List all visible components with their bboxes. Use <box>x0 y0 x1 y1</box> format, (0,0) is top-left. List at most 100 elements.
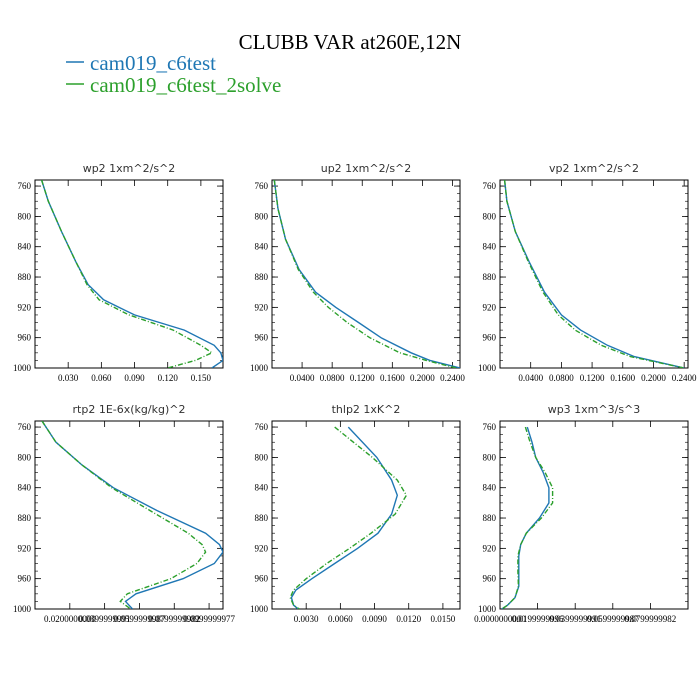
panel-3: vp2 1xm^2/s^2 760 800 840 880 920 960 1000 0.040… <box>478 162 697 383</box>
y-tick-label: 800 <box>255 452 269 462</box>
x-tick-label: 0.1600 <box>380 373 405 383</box>
y-tick-label: 840 <box>255 483 269 493</box>
x-tick-label: 0.0000000000 <box>474 614 526 624</box>
series-line-c6test <box>41 421 223 609</box>
x-tick-label: 0.0150 <box>431 614 456 624</box>
x-tick-label: 0.2000 <box>410 373 435 383</box>
legend-label-2: cam019_c6test_2solve <box>90 73 281 97</box>
panel-5: thlp2 1xK^2 760 800 840 880 920 960 1000 0.0030 0… <box>250 403 461 624</box>
series-line-c6test <box>40 180 223 368</box>
x-tick-label: 0.0599999987 <box>114 614 166 624</box>
plot-frame <box>271 179 461 369</box>
y-tick-label: 920 <box>18 543 32 553</box>
x-tick-label: 0.0999999977 <box>183 614 235 624</box>
series-line-c6test-2solve <box>273 180 457 368</box>
x-tick-label: 0.090 <box>124 373 145 383</box>
series-line-c6test-2solve <box>40 180 214 368</box>
x-tick-label: 0.0799999982 <box>148 614 200 624</box>
x-tick-label: 0.1200 <box>350 373 375 383</box>
x-tick-label: 0.0800 <box>549 373 574 383</box>
panel-title: thlp2 1xK^2 <box>332 403 401 416</box>
y-tick-label: 1000 <box>478 604 497 614</box>
y-tick-label: 760 <box>483 181 497 191</box>
series-line-c6test-2solve <box>503 180 685 368</box>
y-tick-label: 960 <box>18 574 32 584</box>
x-tick-label: 0.0120 <box>396 614 421 624</box>
y-tick-label: 760 <box>483 422 497 432</box>
y-tick-label: 920 <box>255 302 269 312</box>
x-tick-label: 0.0399999991 <box>79 614 131 624</box>
figure-title: CLUBB VAR at260E,12N <box>239 30 462 54</box>
x-tick-label: 0.2400 <box>440 373 465 383</box>
y-tick-label: 1000 <box>250 604 269 614</box>
series-line-c6test <box>273 180 460 368</box>
x-tick-label: 0.0800 <box>320 373 345 383</box>
y-tick-label: 800 <box>483 452 497 462</box>
x-tick-label: 0.0200000000 <box>44 614 96 624</box>
y-tick-label: 840 <box>483 242 497 252</box>
panel-grid: wp2 1xm^2/s^2 760 800 840 880 920 960 1000 0.030… <box>13 162 697 624</box>
plot-frame <box>34 420 224 610</box>
y-tick-label: 880 <box>18 513 32 523</box>
plot-frame <box>499 420 689 610</box>
panel-title: wp3 1xm^3/s^3 <box>548 403 641 416</box>
x-tick-label: 0.1600 <box>610 373 635 383</box>
panel-title: vp2 1xm^2/s^2 <box>549 162 639 175</box>
x-tick-label: 0.2000 <box>641 373 666 383</box>
y-tick-label: 1000 <box>250 363 269 373</box>
legend-label-1: cam019_c6test <box>90 51 216 75</box>
panel-title: rtp2 1E-6x(kg/kg)^2 <box>73 403 186 416</box>
y-tick-label: 760 <box>18 181 32 191</box>
y-tick-label: 880 <box>18 272 32 282</box>
panel-title: up2 1xm^2/s^2 <box>321 162 412 175</box>
x-tick-label: 0.1200 <box>580 373 605 383</box>
series-line-c6test-2solve <box>501 426 554 609</box>
y-tick-label: 920 <box>483 543 497 553</box>
y-tick-label: 840 <box>18 242 32 252</box>
x-tick-label: 0.060 <box>91 373 112 383</box>
y-tick-label: 880 <box>255 513 269 523</box>
y-tick-label: 1000 <box>478 363 497 373</box>
x-tick-label: 0.0030 <box>294 614 319 624</box>
y-tick-label: 760 <box>255 181 269 191</box>
x-tick-label: 0.120 <box>158 373 179 383</box>
y-tick-label: 960 <box>18 333 32 343</box>
y-tick-label: 880 <box>483 513 497 523</box>
y-tick-label: 880 <box>255 272 269 282</box>
panel-4: rtp2 1E-6x(kg/kg)^2 760 800 840 880 920 960 100… <box>13 403 235 624</box>
x-tick-label: 0.0400 <box>518 373 543 383</box>
y-tick-label: 800 <box>483 211 497 221</box>
panel-1: wp2 1xm^2/s^2 760 800 840 880 920 960 1000 0.030… <box>13 162 224 383</box>
x-tick-label: 0.0399999991 <box>549 614 601 624</box>
y-tick-label: 1000 <box>13 604 32 614</box>
x-tick-label: 0.0799999982 <box>625 614 677 624</box>
plot-frame <box>34 179 224 369</box>
y-tick-label: 920 <box>255 543 269 553</box>
x-tick-label: 0.0090 <box>362 614 387 624</box>
x-tick-label: 0.0599999987 <box>587 614 639 624</box>
panel-6: wp3 1xm^3/s^3 760 800 840 880 920 960 10000.000… <box>474 403 689 624</box>
y-tick-label: 960 <box>255 333 269 343</box>
x-tick-label: 0.0060 <box>328 614 353 624</box>
series-line-c6test-2solve <box>41 421 207 609</box>
y-tick-label: 840 <box>255 242 269 252</box>
panel-2: up2 1xm^2/s^2 760 800 840 880 920 960 1000 0.040… <box>250 162 465 383</box>
y-tick-label: 960 <box>483 333 497 343</box>
y-tick-label: 960 <box>483 574 497 584</box>
y-tick-label: 920 <box>483 302 497 312</box>
series-line-c6test <box>503 180 685 368</box>
y-tick-label: 760 <box>255 422 269 432</box>
plot-frame <box>499 179 689 369</box>
panel-title: wp2 1xm^2/s^2 <box>83 162 176 175</box>
x-tick-label: 0.150 <box>191 373 212 383</box>
y-tick-label: 800 <box>255 211 269 221</box>
y-tick-label: 800 <box>18 452 32 462</box>
y-tick-label: 800 <box>18 211 32 221</box>
series-line-c6test <box>290 426 399 609</box>
series-line-c6test-2solve <box>289 426 408 609</box>
x-tick-label: 0.030 <box>58 373 79 383</box>
y-tick-label: 960 <box>255 574 269 584</box>
x-tick-label: 0.2400 <box>672 373 697 383</box>
y-tick-label: 880 <box>483 272 497 282</box>
